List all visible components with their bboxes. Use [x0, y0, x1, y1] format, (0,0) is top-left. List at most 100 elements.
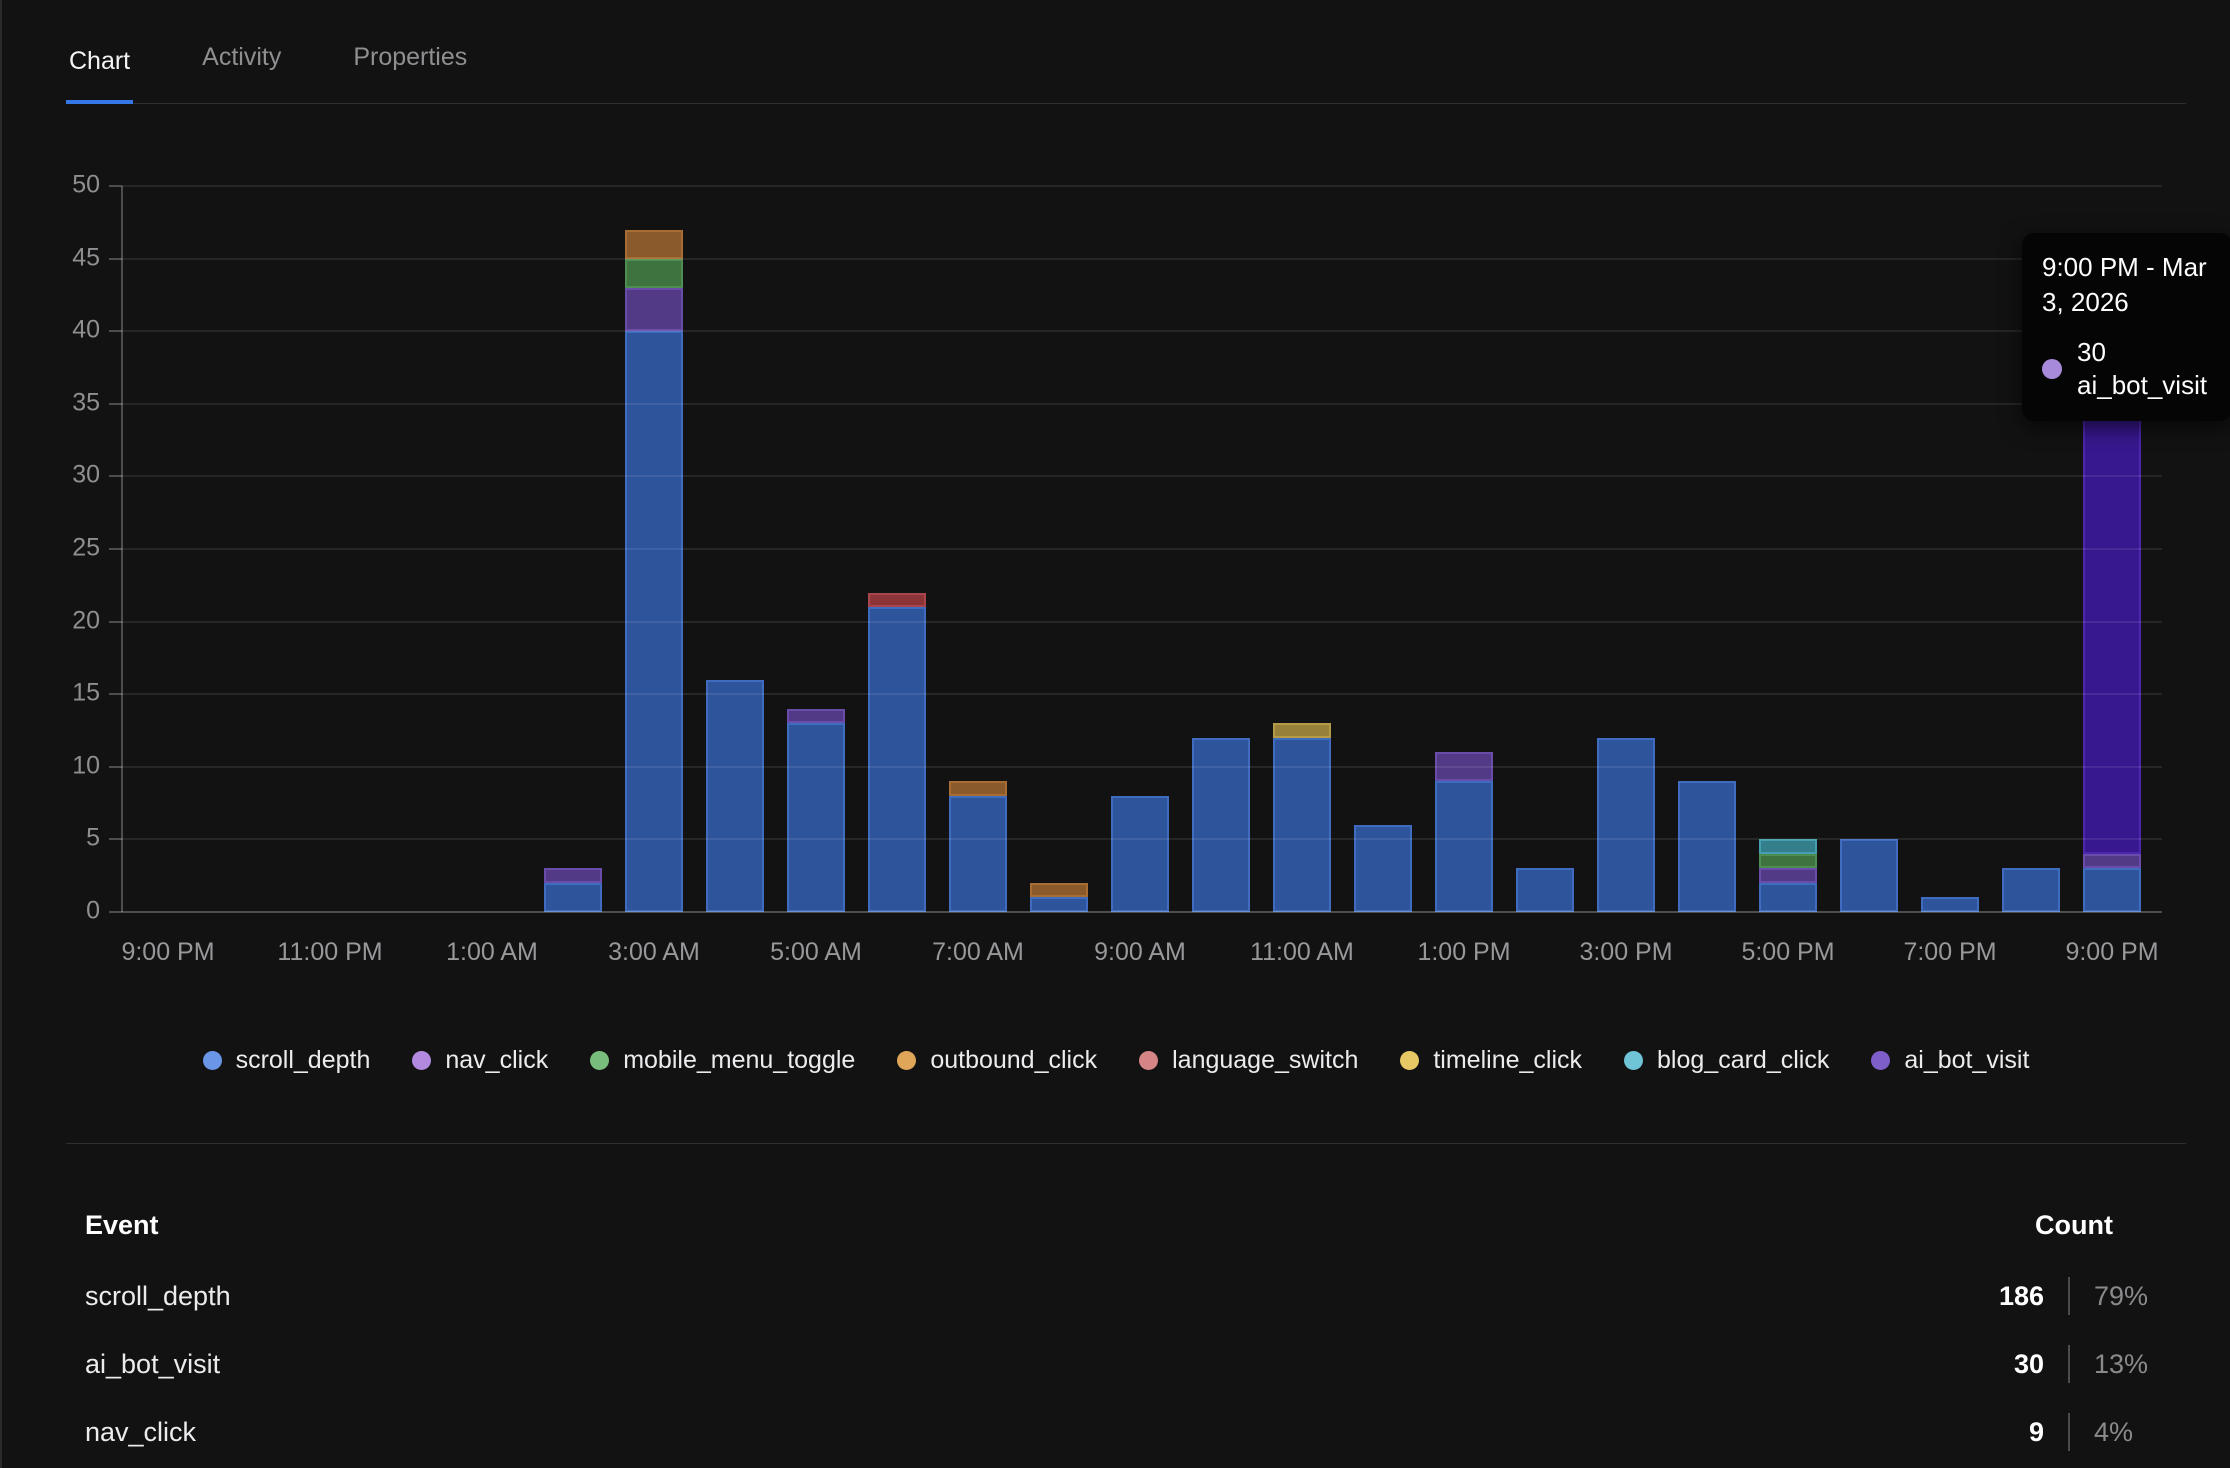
bar-segment-nav_click[interactable]: [1435, 752, 1493, 782]
bar-segment-outbound_click[interactable]: [949, 781, 1007, 796]
bar-segment-timeline_click[interactable]: [1273, 723, 1331, 738]
legend-item-language_switch[interactable]: language_switch: [1139, 1046, 1358, 1075]
legend-label: nav_click: [445, 1045, 549, 1074]
bar-segment-scroll_depth[interactable]: [625, 331, 683, 912]
y-tick: [109, 911, 122, 913]
bar-group[interactable]: [706, 679, 764, 912]
bar-group[interactable]: [2002, 868, 2060, 912]
bar-segment-ai_bot_visit[interactable]: [2083, 418, 2141, 854]
y-tick: [109, 330, 122, 333]
gridline: [122, 475, 2162, 478]
bar-group[interactable]: [1030, 882, 1088, 912]
bar-group[interactable]: [1840, 839, 1898, 912]
bar-segment-scroll_depth[interactable]: [2002, 868, 2060, 912]
table-row[interactable]: ai_bot_visit 30 13%: [85, 1330, 2154, 1398]
gridline: [122, 548, 2162, 550]
bar-segment-scroll_depth[interactable]: [1111, 795, 1169, 912]
y-tick: [109, 620, 122, 623]
bar-group[interactable]: [1192, 737, 1250, 912]
bar-segment-scroll_depth[interactable]: [1516, 868, 1574, 912]
bar-group[interactable]: [1678, 781, 1736, 912]
legend-label: language_switch: [1172, 1045, 1359, 1074]
bar-segment-scroll_depth[interactable]: [1759, 882, 1817, 912]
bar-group[interactable]: [1354, 824, 1412, 912]
count-column-header: Count: [2035, 1209, 2113, 1240]
legend-item-nav_click[interactable]: nav_click: [412, 1046, 548, 1075]
bar-segment-scroll_depth[interactable]: [706, 679, 764, 912]
bar-segment-language_switch[interactable]: [868, 592, 926, 608]
chart-tooltip: 9:00 PM - Mar 3, 2026 30 ai_bot_visit: [2022, 233, 2230, 421]
legend-item-timeline_click[interactable]: timeline_click: [1400, 1046, 1582, 1075]
event-percent: 79%: [2094, 1280, 2149, 1311]
legend-label: outbound_click: [930, 1045, 1098, 1074]
legend-label: blog_card_click: [1657, 1045, 1830, 1074]
y-tick: [109, 185, 122, 187]
y-axis-label: 25: [72, 533, 100, 562]
stacked-bar-chart: 0 5 10 15 20 25 30 35 40 45 50 9:00 PM 11:00 PM 1:00 …: [72, 170, 2162, 966]
bar-segment-nav_click[interactable]: [1759, 868, 1817, 883]
bar-group[interactable]: [1435, 752, 1493, 912]
bar-group[interactable]: [1759, 839, 1817, 912]
y-axis-label: 15: [72, 678, 100, 707]
bar-segment-scroll_depth[interactable]: [1597, 737, 1655, 912]
bar-segment-nav_click[interactable]: [544, 868, 602, 883]
bar-segment-outbound_click[interactable]: [1030, 882, 1088, 898]
bar-group[interactable]: [787, 708, 845, 912]
y-axis-label: 50: [72, 170, 100, 199]
y-axis-label: 0: [86, 896, 100, 925]
bar-group[interactable]: [1111, 795, 1169, 912]
bar-segment-scroll_depth[interactable]: [949, 795, 1007, 912]
bar-segment-nav_click[interactable]: [787, 708, 845, 724]
bar-group[interactable]: [625, 229, 683, 912]
bar-segment-scroll_depth[interactable]: [544, 882, 602, 912]
y-tick: [109, 475, 122, 478]
bar-segment-scroll_depth[interactable]: [1273, 737, 1331, 912]
bar-segment-outbound_click[interactable]: [625, 229, 683, 259]
table-row[interactable]: nav_click 9 4%: [85, 1398, 2154, 1466]
legend-item-ai_bot_visit[interactable]: ai_bot_visit: [1871, 1046, 2029, 1075]
x-axis-label: 9:00 AM: [1094, 938, 1186, 966]
tab-properties[interactable]: Properties: [353, 43, 468, 71]
event-percent: 4%: [2094, 1416, 2134, 1447]
bar-group[interactable]: [544, 868, 602, 912]
legend-item-mobile_menu_toggle[interactable]: mobile_menu_toggle: [590, 1046, 855, 1075]
table-row[interactable]: scroll_depth 186 79%: [85, 1262, 2154, 1330]
legend-dot-icon: [412, 1050, 432, 1070]
bar-segment-scroll_depth[interactable]: [1192, 737, 1250, 912]
legend-item-scroll_depth[interactable]: scroll_depth: [202, 1046, 370, 1075]
bar-segment-mobile_menu_toggle[interactable]: [1759, 853, 1817, 869]
bar-segment-nav_click[interactable]: [2083, 853, 2141, 869]
bar-segment-scroll_depth[interactable]: [868, 607, 926, 912]
legend-item-blog_card_click[interactable]: blog_card_click: [1624, 1046, 1829, 1075]
y-axis-label: 5: [86, 823, 100, 852]
legend-dot-icon: [1871, 1050, 1891, 1070]
gridline: [122, 257, 2162, 260]
count-percent-divider: [2068, 1345, 2070, 1383]
bar-segment-scroll_depth[interactable]: [2083, 868, 2141, 912]
bar-group[interactable]: [1921, 897, 1979, 912]
bar-segment-scroll_depth[interactable]: [1678, 781, 1736, 912]
y-tick: [109, 257, 122, 260]
bar-segment-nav_click[interactable]: [625, 287, 683, 332]
bar-segment-blog_card_click[interactable]: [1759, 839, 1817, 854]
bar-segment-scroll_depth[interactable]: [1435, 781, 1493, 912]
bar-segment-scroll_depth[interactable]: [1030, 897, 1088, 912]
bar-group[interactable]: [1597, 737, 1655, 912]
gridline: [122, 765, 2162, 768]
bar-segment-mobile_menu_toggle[interactable]: [625, 258, 683, 288]
bar-group[interactable]: [2083, 418, 2141, 912]
bar-group[interactable]: [1516, 868, 1574, 912]
y-tick: [109, 693, 122, 696]
count-percent-divider: [2068, 1277, 2070, 1315]
bar-group[interactable]: [1273, 723, 1331, 912]
bar-segment-scroll_depth[interactable]: [1921, 897, 1979, 912]
bar-group[interactable]: [949, 781, 1007, 912]
bar-segment-scroll_depth[interactable]: [1840, 839, 1898, 912]
legend-item-outbound_click[interactable]: outbound_click: [897, 1046, 1097, 1075]
tab-chart[interactable]: Chart: [66, 49, 134, 104]
bar-segment-scroll_depth[interactable]: [1354, 824, 1412, 912]
tooltip-value-block: 30 ai_bot_visit: [2077, 336, 2207, 402]
tab-activity[interactable]: Activity: [202, 43, 282, 71]
bar-group[interactable]: [868, 592, 926, 912]
bar-segment-scroll_depth[interactable]: [787, 723, 845, 912]
